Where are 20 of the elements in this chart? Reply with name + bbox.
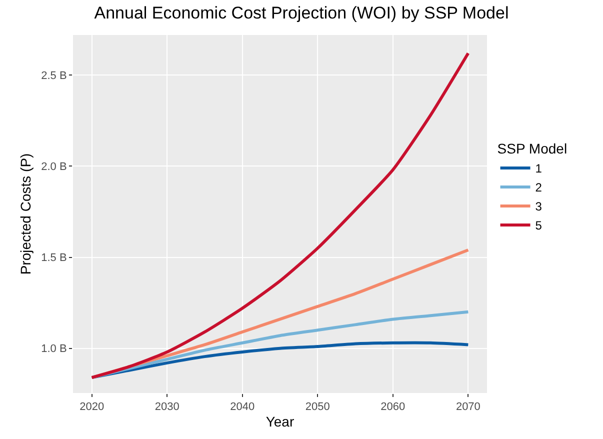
y-tick-label: 2.5 B [41,70,67,82]
x-tick-label: 2020 [80,401,104,414]
legend-label: 1 [535,162,542,176]
x-tick-label: 2050 [305,401,330,414]
legend-label: 5 [535,218,542,233]
y-axis-title: Projected Costs (P) [18,153,34,275]
y-tick-label: 1.5 B [41,252,67,264]
legend-title: SSP Model [497,140,568,156]
line-series [90,52,470,380]
legend-label: 3 [535,200,542,214]
y-tick-label: 2.0 B [41,161,67,174]
y-tick-label: 1.0 B [41,343,67,356]
x-tick-label: 2040 [230,401,255,414]
x-tick-label: 2060 [380,401,406,414]
x-tick-label: 2070 [456,401,480,414]
legend-label: 2 [535,180,542,195]
x-tick-label: 2030 [154,401,180,414]
chart-title: Annual Economic Cost Projection (WOI) by SSP Model [94,3,509,22]
line-series [90,341,470,380]
x-axis-title: Year [266,414,294,430]
